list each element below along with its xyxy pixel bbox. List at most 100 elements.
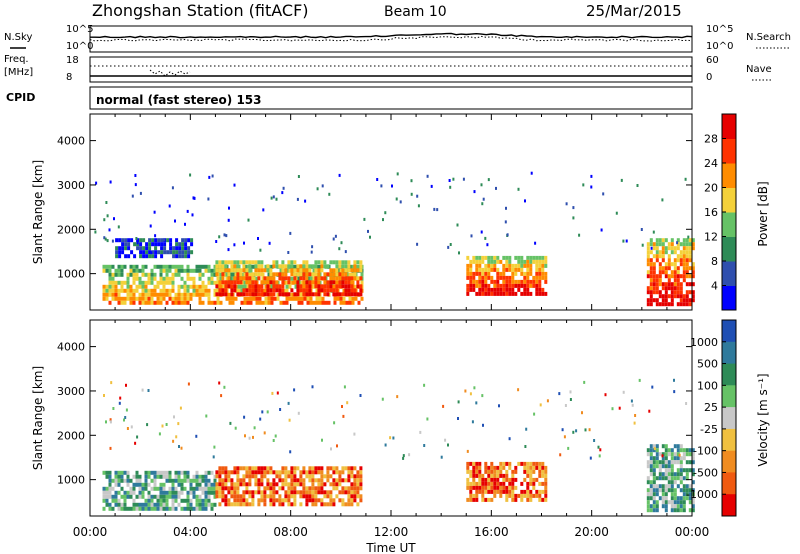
velocity-cell	[248, 494, 252, 499]
power-cell	[670, 298, 674, 303]
power-cell	[147, 288, 151, 293]
velocity-cell	[670, 464, 674, 469]
power-cell	[309, 300, 313, 305]
velocity-cell	[332, 470, 336, 475]
velocity-cell	[189, 506, 193, 511]
power-cell	[120, 284, 124, 289]
power-cell	[329, 288, 333, 293]
power-cell	[673, 286, 677, 291]
power-cell	[472, 255, 476, 260]
x-axis-label: Time UT	[365, 541, 416, 554]
velocity-cell	[218, 482, 222, 487]
velocity-cell	[213, 486, 217, 491]
power-cell	[306, 296, 310, 301]
power-cell	[508, 255, 512, 260]
noise-sky-trace	[90, 32, 693, 39]
power-cell	[529, 271, 533, 276]
power-cell	[239, 280, 243, 285]
velocity-cell	[290, 490, 294, 495]
power-cell	[186, 272, 190, 277]
power-cell	[221, 260, 225, 265]
power-cell	[141, 300, 145, 305]
power-cell	[529, 263, 533, 268]
power-cell	[288, 284, 292, 289]
velocity-cell	[177, 490, 181, 495]
velocity-cell	[320, 466, 324, 471]
power-cell	[523, 275, 527, 280]
velocity-cell	[505, 477, 509, 482]
power-cell	[329, 268, 333, 273]
velocity-cell	[661, 476, 665, 481]
velocity-cell	[652, 468, 656, 473]
power-cell	[171, 296, 175, 301]
power-cell	[649, 286, 653, 291]
power-cell	[225, 272, 229, 277]
velocity-cell	[245, 498, 249, 503]
velocity-cell	[524, 445, 527, 448]
power-cell	[192, 292, 196, 297]
power-cell	[486, 243, 489, 247]
velocity-cell	[359, 470, 363, 475]
power-cell	[682, 298, 686, 303]
velocity-cell	[440, 455, 443, 459]
velocity-cell	[162, 494, 166, 499]
power-cell	[132, 280, 136, 285]
velocity-cell	[652, 460, 656, 465]
power-cell	[505, 267, 509, 272]
power-cell	[658, 302, 662, 307]
power-cell	[105, 296, 109, 301]
velocity-cell	[475, 485, 479, 490]
power-cell	[285, 284, 289, 289]
power-cell	[308, 268, 312, 273]
velocity-cell	[691, 452, 695, 457]
power-cell	[168, 276, 172, 281]
power-cell	[490, 287, 494, 292]
power-cell	[190, 242, 194, 247]
power-cell	[359, 288, 363, 293]
velocity-cell	[114, 474, 118, 479]
power-cell	[184, 242, 188, 247]
velocity-cell	[124, 416, 127, 419]
velocity-cell	[215, 490, 219, 495]
velocity-cell	[317, 490, 321, 495]
velocity-cell	[105, 474, 109, 479]
velocity-cell	[341, 486, 345, 491]
velocity-cell	[350, 470, 354, 475]
power-cell	[670, 262, 674, 267]
power-cell	[526, 271, 530, 276]
velocity-cell	[514, 493, 518, 498]
velocity-cell	[332, 486, 336, 491]
power-cell	[201, 300, 205, 305]
power-cell	[236, 292, 240, 297]
velocity-cell	[655, 488, 659, 493]
power-cell	[198, 268, 202, 273]
velocity-cell	[141, 494, 145, 499]
velocity-cell	[466, 481, 470, 486]
velocity-cell	[138, 482, 142, 487]
velocity-colorbar-swatch	[722, 472, 736, 495]
power-cell	[248, 292, 252, 297]
power-cell	[108, 268, 112, 273]
velocity-cell	[296, 466, 300, 471]
power-cell	[186, 264, 190, 269]
power-cell	[123, 264, 127, 269]
power-cell	[679, 282, 683, 287]
velocity-cell	[676, 444, 680, 449]
velocity-cell	[569, 398, 572, 401]
velocity-cell	[198, 482, 202, 487]
velocity-cell	[284, 478, 288, 483]
power-cell	[341, 292, 345, 297]
power-cell	[210, 272, 214, 277]
power-cell	[679, 258, 683, 263]
velocity-cell	[257, 486, 261, 491]
power-cell	[195, 284, 199, 289]
power-cell	[449, 185, 452, 189]
power-cell	[251, 272, 255, 277]
velocity-cell	[326, 502, 330, 507]
x-tick-label: 00:00	[73, 525, 108, 539]
power-cell	[685, 298, 689, 303]
velocity-cell	[670, 484, 674, 489]
velocity-cell	[308, 490, 312, 495]
velocity-cell	[263, 470, 267, 475]
velocity-cell	[287, 401, 290, 405]
